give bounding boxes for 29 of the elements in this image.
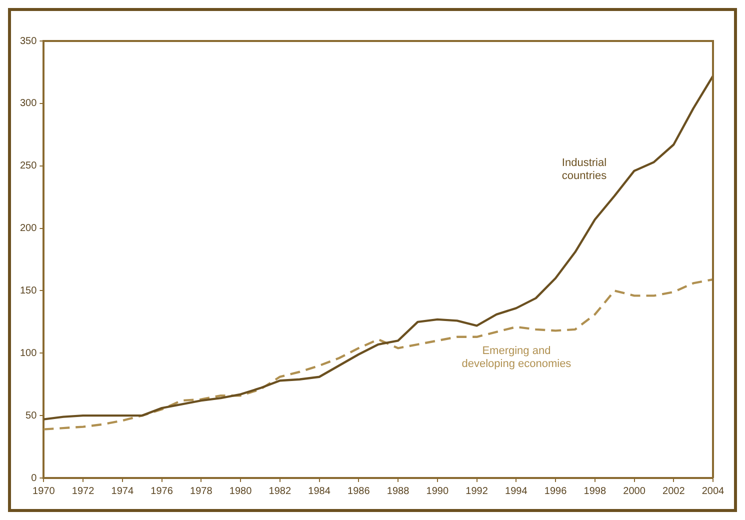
y-tick-label: 0	[31, 472, 38, 484]
x-tick-label: 1974	[111, 486, 134, 497]
x-tick-label: 1996	[544, 486, 568, 497]
x-tick-label: 1994	[505, 486, 528, 497]
y-tick-label: 250	[20, 160, 38, 172]
x-tick-label: 1982	[268, 486, 292, 497]
series-label: Industrial countries	[562, 156, 608, 182]
x-tick-label: 1988	[386, 486, 410, 497]
x-tick-label: 1978	[190, 486, 213, 497]
x-tick-label: 1972	[72, 486, 95, 497]
y-tick-label: 200	[20, 223, 38, 234]
x-tick-label: 2002	[662, 486, 686, 497]
x-tick-label: 1998	[584, 486, 606, 497]
y-tick-label: 150	[20, 285, 38, 296]
y-tick-label: 100	[20, 348, 38, 359]
x-tick-label: 1990	[426, 486, 449, 497]
y-tick-label: 350	[20, 36, 38, 47]
x-tick-label: 1980	[229, 486, 252, 497]
x-tick-label: 1992	[466, 486, 488, 497]
y-tick-label: 300	[20, 98, 38, 110]
line-series	[44, 278, 713, 430]
x-tick-label: 1976	[150, 486, 174, 497]
series-label: Emerging and developing economies	[462, 344, 572, 370]
x-tick-label: 2004	[702, 486, 725, 497]
x-tick-label: 2000	[623, 486, 646, 497]
x-tick-label: 1984	[308, 486, 331, 497]
y-tick-label: 50	[26, 410, 38, 422]
x-tick-label: 1986	[348, 486, 370, 497]
x-tick-label: 1970	[32, 486, 56, 497]
